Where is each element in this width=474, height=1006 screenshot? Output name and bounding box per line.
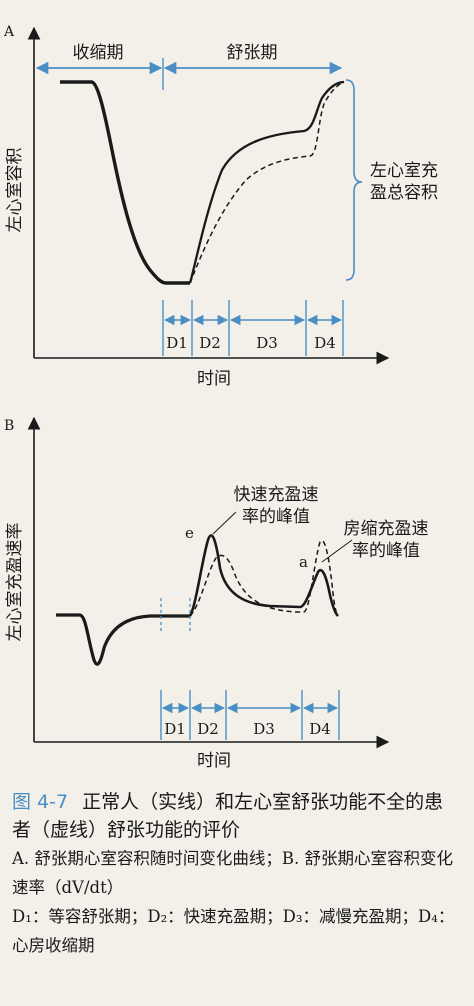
panel-b-x-label: 时间 <box>197 751 231 771</box>
volume-curve-dysfunction <box>189 81 345 284</box>
panel-b-y-label: 左心室充盈速率 <box>5 523 25 642</box>
brace-label-line1: 左心室充 <box>370 161 438 181</box>
panel-b-phase-markers: D1 D2 D3 D4 <box>160 598 340 740</box>
a-note-line2: 率的峰值 <box>352 541 420 561</box>
panel-b-d4-label: D4 <box>309 720 331 738</box>
panel-a-y-label: 左心室容积 <box>5 148 25 233</box>
e-note-line2: 率的峰值 <box>242 507 310 527</box>
rate-curve-common <box>56 613 190 666</box>
total-volume-brace <box>345 79 363 281</box>
panel-a-phase-markers: D1 D2 D3 D4 <box>162 300 344 356</box>
caption-title-block: 图 4-7 正常人（实线）和左心室舒张功能不全的患者（虚线）舒张功能的评价 <box>12 788 462 844</box>
caption-figure-number: 图 4-7 <box>12 791 69 813</box>
panel-b-d1-label: D1 <box>164 720 186 738</box>
panel-a-d2-label: D2 <box>199 334 221 352</box>
figure: A 左心室容积 时间 收缩期 舒张期 左心室充 盈总容积 <box>3 24 438 771</box>
systole-label: 收缩期 <box>73 43 124 63</box>
panel-a-x-label: 时间 <box>197 369 231 389</box>
panel-a-letter: A <box>3 24 15 40</box>
volume-curve-normal <box>188 80 345 284</box>
figure-caption: 图 4-7 正常人（实线）和左心室舒张功能不全的患者（虚线）舒张功能的评价 A. … <box>12 788 462 960</box>
figure-svg: A 左心室容积 时间 收缩期 舒张期 左心室充 盈总容积 <box>3 24 438 771</box>
rate-curve-dysfunction <box>189 539 339 617</box>
a-note-line1: 房缩充盈速 <box>344 519 429 539</box>
panel-a: A 左心室容积 时间 收缩期 舒张期 左心室充 盈总容积 <box>3 24 438 389</box>
a-note-leader <box>321 539 353 563</box>
caption-line-d: D₁：等容舒张期；D₂：快速充盈期；D₃：减慢充盈期；D₄：心房收缩期 <box>12 907 455 955</box>
brace-label-line2: 盈总容积 <box>370 183 438 203</box>
caption-title: 正常人（实线）和左心室舒张功能不全的患者（虚线）舒张功能的评价 <box>12 791 444 841</box>
e-peak-label: e <box>185 524 194 542</box>
e-note-leader <box>212 511 237 535</box>
panel-b-letter: B <box>4 418 14 434</box>
panel-a-d4-label: D4 <box>314 334 336 352</box>
caption-line-a: A. 舒张期心室容积随时间变化曲线；B. 舒张期心室容积变化速率（dV/dt） <box>12 849 454 897</box>
volume-curve-common <box>60 80 190 285</box>
rate-curve-normal <box>188 534 339 617</box>
panel-b: B 左心室充盈速率 时间 e a 快速充盈速 率的峰值 房缩充盈速 率的峰值 <box>4 416 429 771</box>
a-peak-label: a <box>299 553 308 571</box>
panel-a-d1-label: D1 <box>166 334 188 352</box>
diastole-label: 舒张期 <box>227 43 278 63</box>
panel-a-d3-label: D3 <box>256 334 278 352</box>
panel-b-d3-label: D3 <box>253 720 275 738</box>
panel-b-d2-label: D2 <box>197 720 219 738</box>
e-note-line1: 快速充盈速 <box>234 485 319 505</box>
